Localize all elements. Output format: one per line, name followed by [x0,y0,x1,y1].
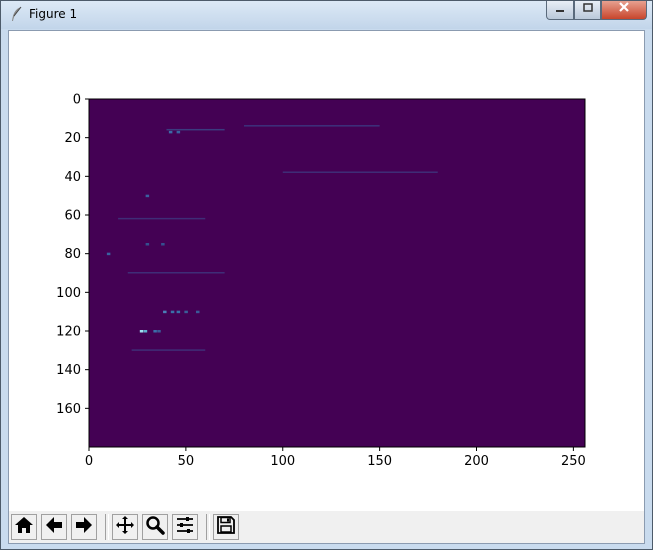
x-tick-label: 100 [270,454,295,469]
heatmap-cell [163,310,167,314]
heatmap-cell [139,330,144,333]
heatmap-streak [131,349,206,351]
heatmap-cell [176,130,181,134]
heatmap-cell [153,330,157,333]
heatmap-cell [170,310,175,314]
minimize-icon [555,2,565,16]
heatmap-streak [244,125,380,127]
heatmap-cell [161,243,165,246]
window-title: Figure 1 [29,7,78,21]
y-tick-label: 140 [56,363,81,378]
x-tick-label: 150 [367,454,392,469]
axes-frame [88,98,586,448]
y-tick-label: 100 [56,286,81,301]
minimize-button[interactable] [546,1,574,20]
heatmap-cell [196,310,200,314]
close-button[interactable] [601,1,647,20]
arrow-right-icon [74,515,94,539]
zoom-button[interactable] [142,514,168,540]
heatmap-cell [184,310,188,314]
back-button[interactable] [41,514,67,540]
heatmap-plot[interactable]: 0 50 100 150 200 250 0 20 40 60 80 100 120 140 160 [9,31,644,511]
y-tick-label: 20 [64,131,81,146]
maximize-icon [582,2,593,16]
toolbar-separator [105,514,109,540]
heatmap-cell [157,330,161,333]
sliders-icon [175,515,195,539]
y-tick-label: 40 [64,170,81,185]
heatmap-streak [166,128,225,131]
y-tick-label: 160 [56,402,81,417]
y-tick-label: 80 [64,247,81,262]
heatmap-streak [282,171,438,173]
heatmap-cell [145,194,150,198]
heatmap-cell [168,130,173,134]
heatmap-cell [106,252,111,256]
forward-button[interactable] [71,514,97,540]
maximize-button[interactable] [574,1,601,20]
heatmap-streak [118,217,206,220]
x-tick-label: 200 [464,454,489,469]
heatmap-streak [127,272,225,274]
magnifier-icon [145,515,165,539]
figure-canvas-area: 0 50 100 150 200 250 0 20 40 60 80 100 120 140 160 [8,30,645,544]
floppy-icon [216,515,236,539]
x-tick-label: 0 [85,454,93,469]
arrow-left-icon [44,515,64,539]
home-icon [14,515,34,539]
y-tick-label: 0 [73,93,81,108]
y-tick-label: 120 [56,325,81,340]
x-tick-label: 50 [178,454,195,469]
toolbar-separator [206,514,210,540]
navigation-toolbar [9,511,644,543]
y-tick-label: 60 [64,209,81,224]
close-icon [618,2,630,16]
home-button[interactable] [11,514,37,540]
x-tick-label: 250 [561,454,586,469]
feather-icon [9,6,25,22]
heatmap-cell [143,330,148,333]
heatmap-cell [145,243,150,246]
heatmap-cell [176,310,181,314]
save-button[interactable] [213,514,239,540]
title-bar[interactable]: Figure 1 [1,1,652,29]
move-icon [115,515,135,539]
pan-button[interactable] [112,514,138,540]
subplots-button[interactable] [172,514,198,540]
